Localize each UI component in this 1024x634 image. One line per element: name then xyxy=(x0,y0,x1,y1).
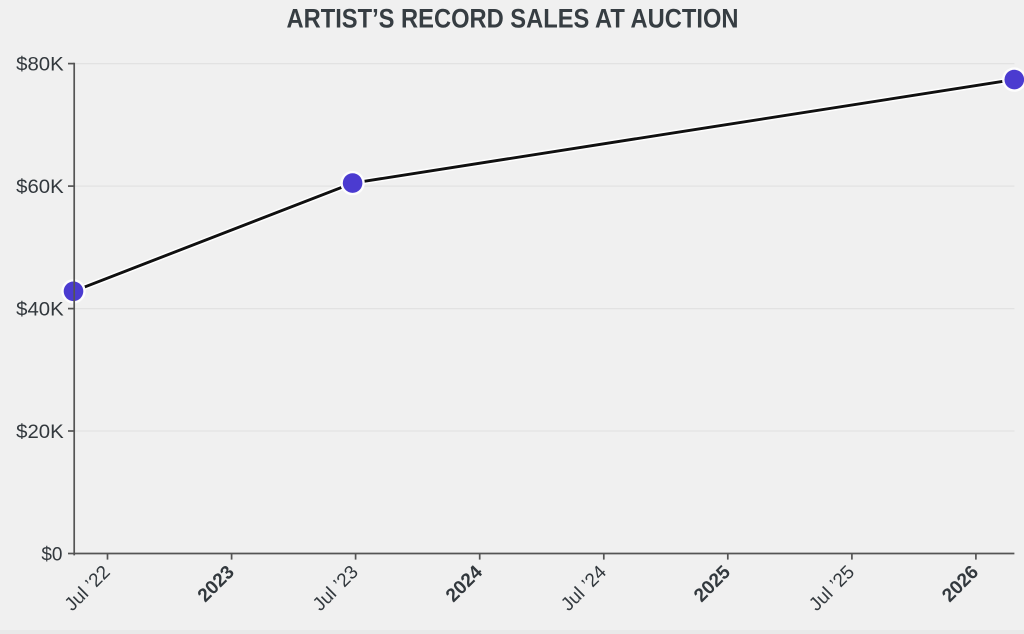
svg-text:$20K: $20K xyxy=(16,422,64,443)
svg-text:ARTIST’S RECORD SALES AT AUCTI: ARTIST’S RECORD SALES AT AUCTION xyxy=(287,4,739,34)
svg-text:$40K: $40K xyxy=(16,299,64,320)
svg-text:$0: $0 xyxy=(41,544,62,565)
svg-text:$80K: $80K xyxy=(16,54,64,75)
svg-text:$60K: $60K xyxy=(16,177,64,198)
